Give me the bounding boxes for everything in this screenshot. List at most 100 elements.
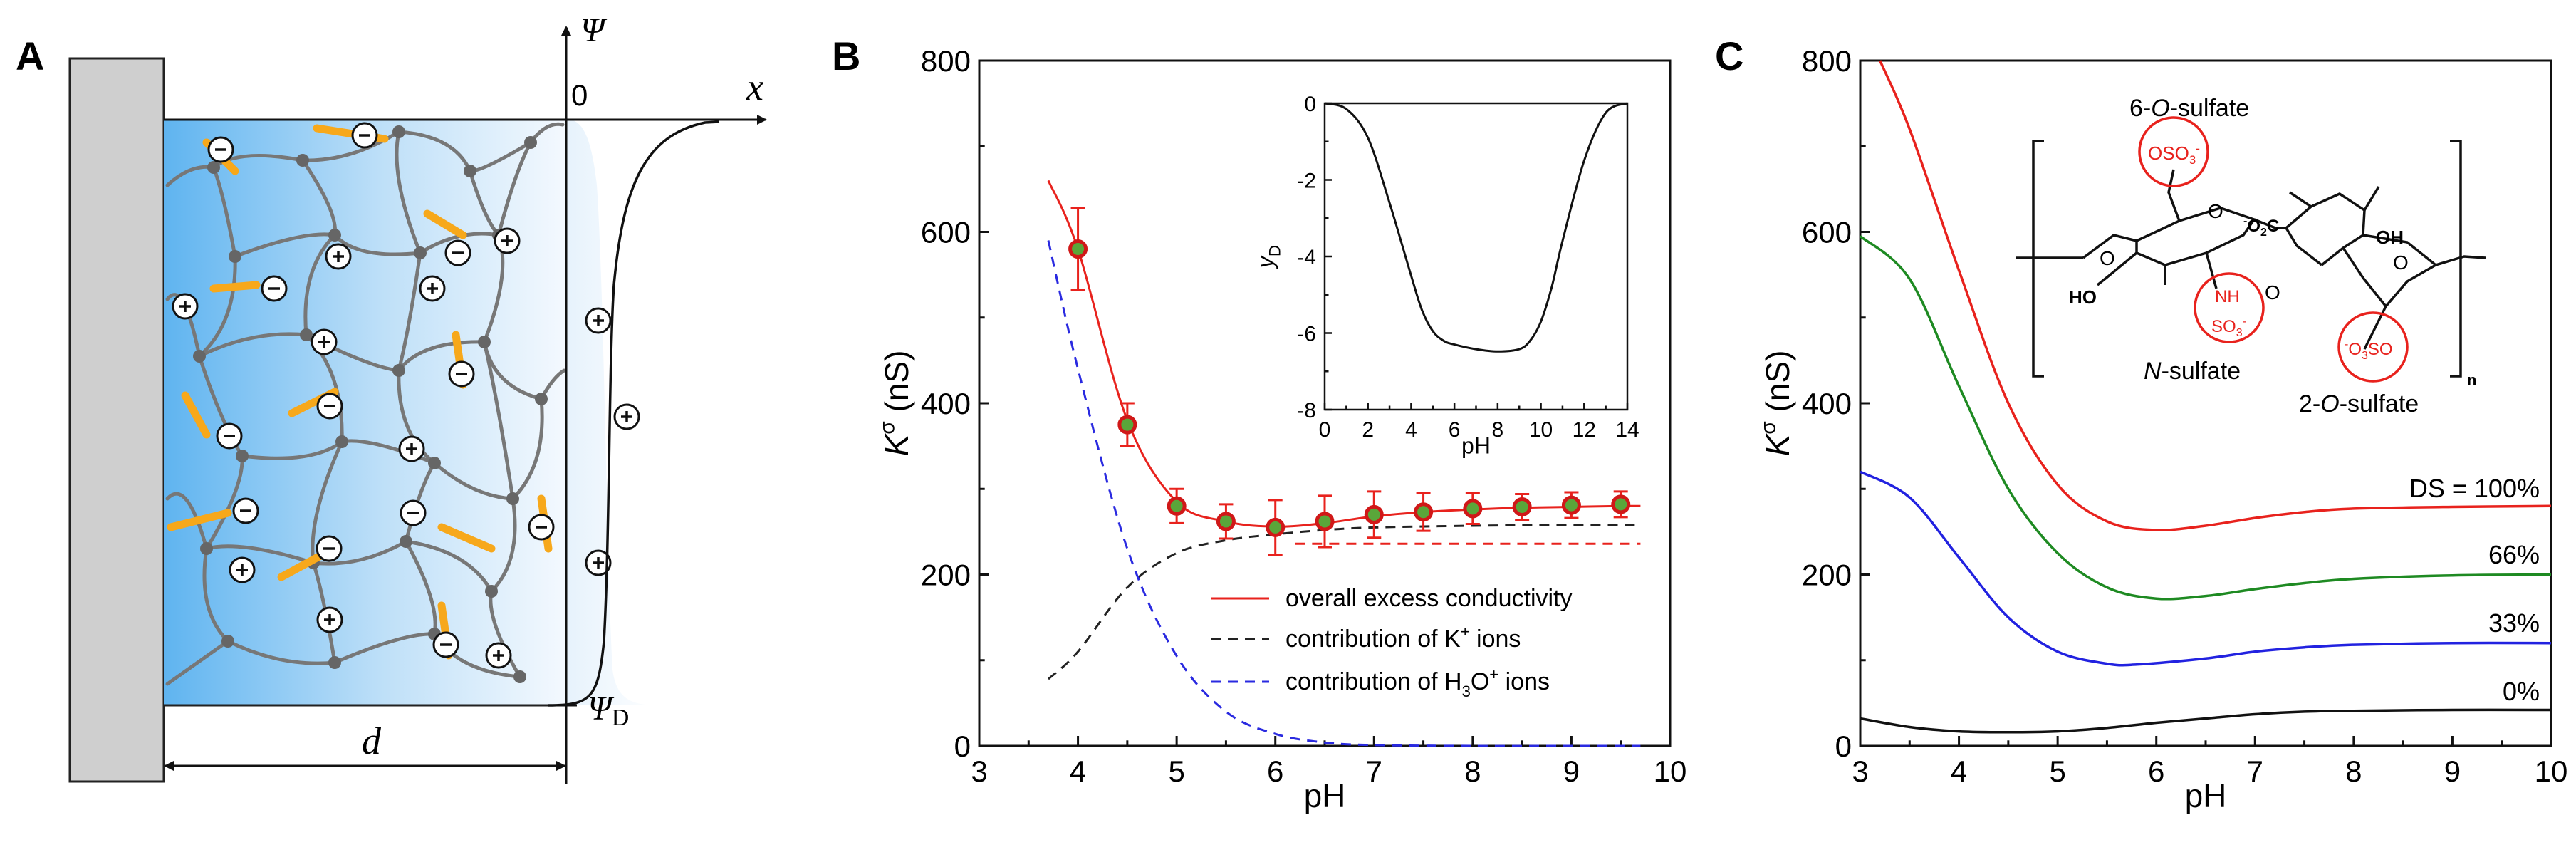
legend-text-k: contribution of K+ ions: [1286, 623, 1521, 653]
polymer-node: [414, 246, 427, 259]
c-ylabel: Kσ (nS): [1757, 351, 1796, 457]
b-ytick-label: 400: [921, 387, 971, 420]
x-axis-label: x: [746, 66, 763, 108]
atom-o-4: O: [2393, 251, 2409, 274]
b-series-1: [1047, 524, 1641, 680]
polymer-strand: [404, 539, 437, 636]
anion: [207, 136, 234, 163]
gel-layer: [164, 120, 566, 705]
polymer-node: [428, 457, 441, 469]
c-xtick-label: 3: [1852, 754, 1868, 788]
b-ytick-label: 0: [954, 730, 971, 763]
b-series-2: [1047, 240, 1641, 747]
series-label-0: 0%: [2503, 677, 2540, 706]
cation: [316, 606, 343, 633]
polymer-node: [200, 542, 213, 555]
polymer-strand: [311, 539, 408, 566]
polymer-strand: [226, 639, 337, 665]
polymer-strand: [404, 539, 494, 593]
d-label: d: [362, 720, 382, 762]
polymer-strand: [511, 397, 544, 501]
atom-o-1: O: [2100, 247, 2115, 269]
legend-text-overall: overall excess conductivity: [1286, 585, 1573, 612]
circle-2-o-sulfate: [2337, 311, 2409, 383]
oso3-label: OSO3-: [2148, 142, 2200, 167]
polymer-node: [296, 154, 309, 167]
inset-xlabel: pH: [1461, 433, 1491, 459]
series-label-33: 33%: [2488, 608, 2540, 638]
cation: [311, 328, 338, 355]
c-xlabel: pH: [2185, 777, 2227, 814]
polymer-strand: [197, 332, 308, 358]
cation: [229, 556, 256, 583]
b-xtick-label: 8: [1464, 754, 1481, 788]
b-data-point: [1364, 504, 1384, 524]
polymer-node: [524, 136, 537, 149]
c-series-1: [1859, 235, 2552, 601]
polymer-node: [236, 450, 249, 462]
polymer-node: [229, 250, 241, 263]
b-xtick-label: 9: [1563, 754, 1580, 788]
polymer-strand: [489, 589, 522, 679]
inset-xtick-label: 0: [1319, 418, 1331, 442]
legend-b: overall excess conductivity contribution…: [1211, 585, 1573, 700]
b-data-point: [1216, 512, 1236, 531]
polymer-strand: [482, 340, 515, 501]
inset-frame: [1323, 102, 1629, 411]
b-ylabel: Kσ (nS): [876, 351, 915, 457]
polymer-node: [392, 125, 405, 138]
b-data-point: [1611, 494, 1631, 514]
polymer-node: [478, 336, 491, 348]
cation: [398, 435, 425, 462]
inset-ytick-label: -2: [1297, 169, 1316, 192]
c-ytick-label: 600: [1802, 216, 1852, 249]
ions: [172, 122, 640, 669]
anion: [351, 122, 378, 149]
cation: [585, 549, 612, 576]
atom-o-2: O: [2208, 200, 2223, 222]
atom-o-3: O: [2265, 281, 2280, 303]
polymer-node: [400, 535, 412, 548]
polymer-strand: [197, 354, 244, 458]
inset-b: 0 2 4 6 8 10 12 14 0 -2 -4 -6 -8 pH yD: [1253, 93, 1639, 459]
polymer-node: [335, 435, 348, 448]
polymer-strand: [311, 440, 344, 565]
psi-label: Ψ: [580, 11, 608, 49]
c-ytick-label: 0: [1835, 730, 1852, 763]
solid-wall: [68, 57, 165, 783]
polymer-strand: [432, 461, 515, 501]
cation: [172, 293, 199, 320]
c-ytick-label: 200: [1802, 559, 1852, 592]
circle-6-o-sulfate: [2138, 116, 2209, 187]
cation: [585, 307, 612, 334]
zero-label: 0: [571, 78, 588, 112]
c-xtick-label: 7: [2247, 754, 2263, 788]
polymer-node: [207, 161, 220, 174]
panel-b-letter: B: [832, 33, 860, 78]
circle-n-sulfate: [2194, 272, 2265, 343]
b-ytick-label: 600: [921, 216, 971, 249]
anion: [400, 499, 427, 526]
nh-label: NH: [2215, 287, 2240, 306]
polymer-node: [221, 635, 234, 648]
inset-xtick-label: 6: [1449, 418, 1461, 442]
structure-bonds: [2016, 169, 2486, 350]
c-series-2: [1860, 470, 2552, 667]
so3-n-label: SO3-: [2211, 316, 2246, 339]
c-xtick-label: 5: [2049, 754, 2065, 788]
c-ytick-label: 800: [1802, 44, 1852, 78]
atom-oh: OH: [2376, 227, 2404, 248]
c-xtick-label: 10: [2535, 754, 2568, 788]
b-data-point: [1266, 517, 1286, 537]
b-ytick-label: 200: [921, 559, 971, 592]
polymer-strand: [202, 546, 230, 643]
polymer-strand: [333, 632, 437, 665]
polymer-node: [392, 364, 405, 377]
polymer-strand: [204, 544, 316, 565]
b-data-point: [1117, 415, 1137, 435]
sulfate-stick: [437, 523, 496, 553]
inset-xtick-label: 10: [1529, 418, 1553, 442]
psi-d-label: ΨD: [588, 690, 629, 731]
